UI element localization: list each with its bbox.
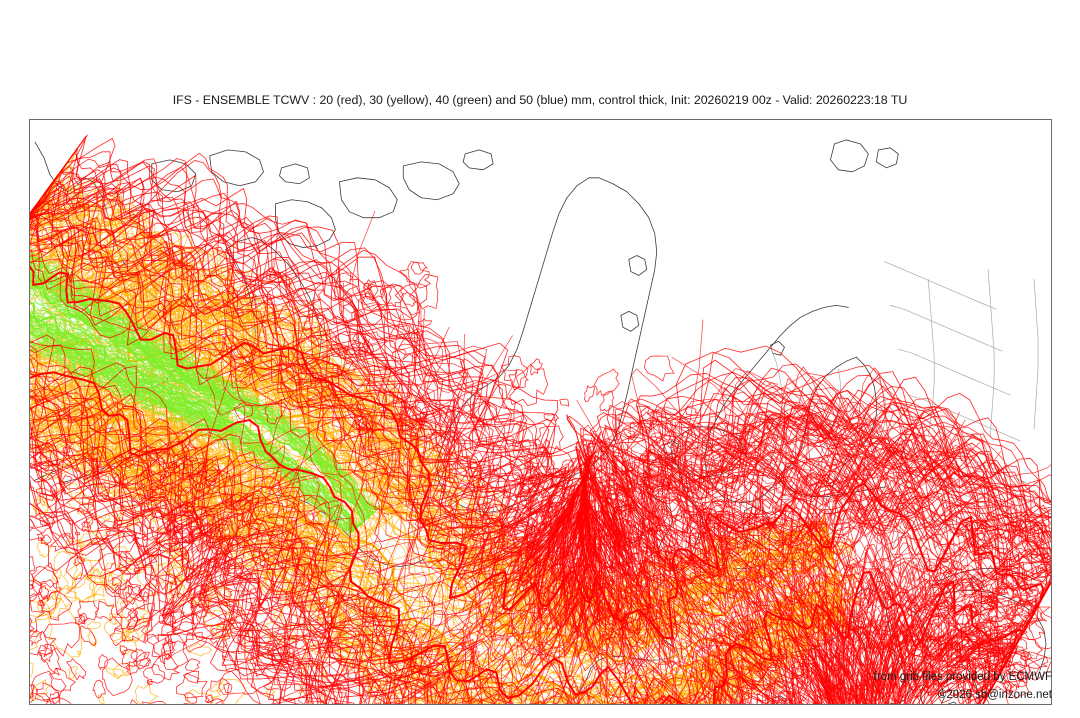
copyright-credit: ©2026 sb@irizone.net bbox=[937, 689, 1052, 701]
data-source-credit: from grib files provided by ECMWF bbox=[873, 671, 1052, 683]
contour-layer-40mm bbox=[30, 252, 381, 536]
page-title: IFS - ENSEMBLE TCWV : 20 (red), 30 (yell… bbox=[172, 93, 908, 107]
map-canvas bbox=[30, 134, 1051, 704]
map-panel[interactable] bbox=[29, 119, 1052, 705]
contour-layer-20mm bbox=[30, 134, 1051, 704]
